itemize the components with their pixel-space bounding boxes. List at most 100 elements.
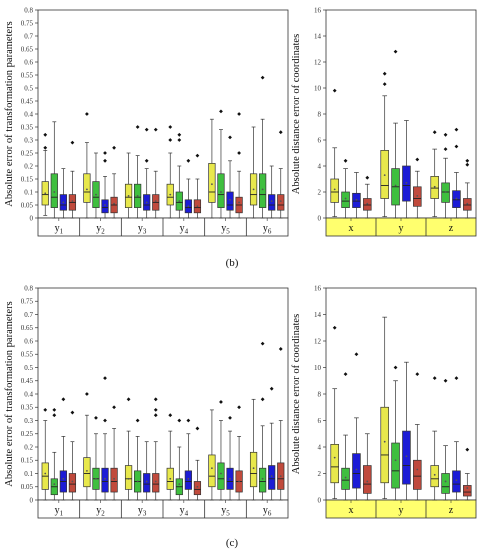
box-body: [124, 465, 133, 490]
box-y6-2: [259, 341, 267, 501]
category-label: z: [449, 505, 454, 516]
box-y5-2: [217, 400, 225, 501]
box-body: [259, 173, 267, 208]
box-body: [184, 470, 192, 490]
mean-marker: [344, 197, 347, 200]
box-z-1: [430, 376, 439, 501]
mean-marker: [366, 202, 369, 205]
y-tick-label: 2: [318, 188, 322, 196]
box-y1-2: [50, 408, 58, 501]
outlier-point: [237, 405, 241, 410]
y-axis-label: Absolute distance error of coordinates: [291, 314, 302, 474]
box-body: [330, 178, 339, 203]
box-y1-4: [68, 140, 77, 219]
category-label: y6: [263, 505, 272, 518]
box-y2-3: [101, 151, 109, 219]
outlier-point: [465, 162, 470, 167]
mean-marker: [187, 205, 190, 208]
box-body: [330, 444, 339, 484]
mean-marker: [62, 477, 65, 480]
y-tick-label: 4: [318, 443, 322, 451]
box-y6-4: [277, 130, 285, 219]
mean-marker: [136, 480, 139, 483]
outlier-point: [195, 426, 200, 431]
box-y6-2: [259, 75, 267, 219]
y-tick-label: 0: [30, 496, 34, 504]
box-body: [208, 454, 216, 488]
mean-marker: [344, 476, 347, 479]
mean-marker: [238, 480, 240, 483]
mean-marker: [466, 202, 469, 205]
mean-marker: [455, 197, 458, 200]
outlier-point: [43, 132, 48, 137]
y-axis-label: Absolute distance error of coordinates: [291, 34, 302, 194]
box-body: [152, 473, 160, 493]
outlier-point: [52, 408, 57, 412]
mean-marker: [444, 191, 447, 193]
box-z-1: [430, 130, 439, 218]
box-x-3: [352, 352, 361, 501]
box-body: [441, 473, 450, 494]
box-body: [101, 199, 109, 214]
outlier-point: [393, 49, 398, 54]
box-body: [268, 194, 276, 211]
y-tick-label: 0.6: [24, 337, 33, 345]
outlier-point: [260, 75, 265, 80]
category-label: y5: [221, 505, 230, 518]
outlier-point: [112, 145, 116, 150]
y-tick-label: 2: [318, 470, 322, 478]
mean-marker: [252, 188, 255, 191]
box-y4-2: [175, 132, 183, 219]
mean-marker: [220, 191, 222, 193]
outlier-point: [382, 82, 387, 86]
box-body: [352, 453, 361, 489]
mean-marker: [366, 480, 369, 483]
box-y-2: [391, 49, 400, 219]
category-label: y3: [138, 505, 147, 518]
outlier-point: [103, 151, 107, 155]
y-tick-label: 0.8: [24, 6, 33, 14]
outlier-point: [85, 112, 89, 116]
mean-marker: [113, 202, 115, 205]
category-label: z: [449, 223, 454, 234]
box-y5-4: [235, 405, 243, 501]
box-y6-1: [249, 398, 258, 501]
y-tick-label: 16: [314, 6, 322, 14]
mean-marker: [252, 467, 255, 470]
box-y5-1: [208, 118, 216, 219]
box-body: [463, 485, 472, 497]
outlier-point: [465, 447, 470, 452]
mean-marker: [145, 480, 148, 483]
mean-marker: [238, 201, 240, 204]
box-y5-2: [217, 109, 225, 219]
outlier-point: [343, 372, 348, 377]
outlier-point: [228, 415, 232, 420]
box-y4-3: [184, 418, 192, 501]
box-y6-3: [268, 165, 276, 219]
mean-marker: [113, 477, 115, 480]
category-label: x: [349, 505, 354, 516]
outlier-point: [135, 418, 140, 423]
y-tick-label: 0.8: [24, 284, 33, 292]
box-body: [430, 465, 439, 488]
y-tick-label: 0: [318, 496, 322, 504]
box-body: [193, 481, 202, 496]
chart-c-param: 0 0.05 0.1 0.15 0.2 0.25 0.3 0.35 0.4 0.45 0.5 0.55…: [4, 284, 289, 519]
mean-marker: [270, 200, 273, 203]
outlier-point: [61, 397, 66, 402]
outlier-point: [153, 413, 158, 418]
y-tick-label: 12: [314, 58, 322, 66]
mean-marker: [86, 469, 88, 472]
category-label: y5: [221, 223, 230, 236]
mean-marker: [405, 455, 408, 458]
mean-marker: [104, 204, 106, 206]
outlier-point: [443, 132, 448, 137]
mean-marker: [229, 198, 231, 201]
outlier-point: [454, 144, 459, 149]
mean-marker: [169, 477, 172, 480]
outlier-point: [153, 397, 158, 402]
y-tick-label: 16: [314, 284, 322, 292]
y-tick-label: 6: [318, 417, 322, 425]
box-y6-3: [268, 386, 276, 501]
